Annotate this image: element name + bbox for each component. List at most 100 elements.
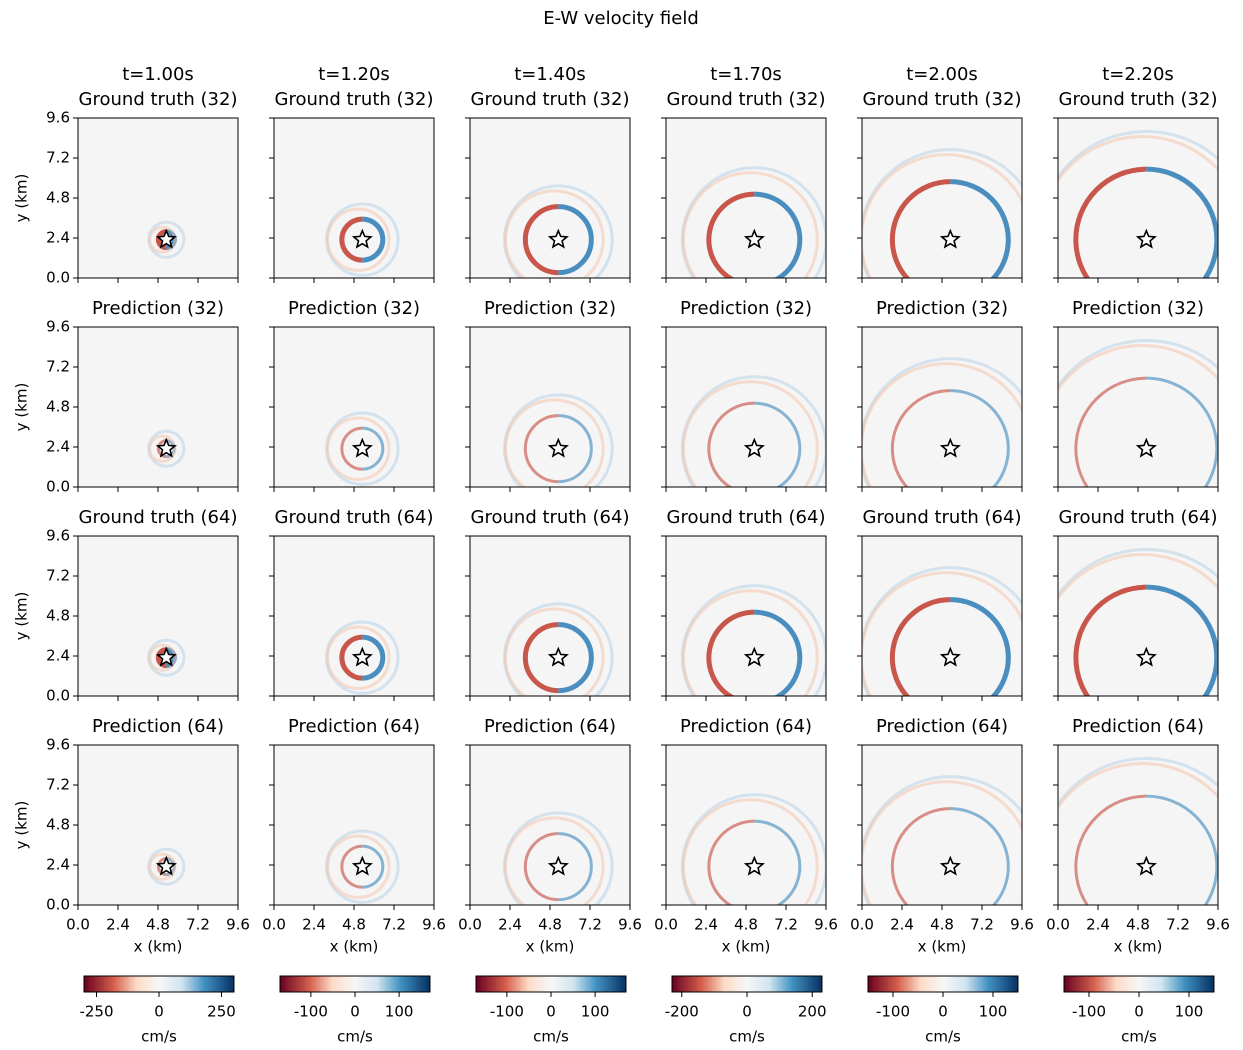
source-star bbox=[351, 855, 373, 876]
wave-blue bbox=[950, 597, 1011, 696]
wave-outer2 bbox=[148, 434, 177, 463]
panel-title: Prediction (64) bbox=[680, 716, 812, 737]
heatmap bbox=[1058, 745, 1218, 905]
heatmap bbox=[78, 745, 238, 905]
x-label: x (km) bbox=[918, 938, 967, 956]
wave-red bbox=[156, 857, 167, 877]
y-tick-label: 4.8 bbox=[46, 189, 70, 207]
wave-blue bbox=[1146, 376, 1218, 487]
heatmap-bg bbox=[862, 327, 1022, 487]
y-tick-label: 9.6 bbox=[46, 109, 70, 127]
figure-title: E-W velocity field bbox=[543, 8, 699, 29]
colorbar-tick-label: 200 bbox=[798, 1003, 827, 1021]
panel-title: Prediction (64) bbox=[92, 716, 224, 737]
panel-title: Ground truth (64) bbox=[79, 507, 238, 528]
colorbar-tick-label: 100 bbox=[581, 1003, 610, 1021]
wave-red bbox=[340, 426, 363, 471]
y-tick-label: 7.2 bbox=[46, 776, 70, 794]
wave-red bbox=[1074, 794, 1147, 905]
x-tick-label: 4.8 bbox=[930, 916, 954, 934]
wave-red bbox=[890, 807, 951, 905]
panel-title: Prediction (32) bbox=[680, 298, 812, 319]
x-tick-label: 0.0 bbox=[262, 916, 286, 934]
y-tick-label: 9.6 bbox=[46, 318, 70, 336]
wave-blue bbox=[1146, 584, 1218, 696]
x-tick-label: 2.4 bbox=[890, 916, 914, 934]
panel-title: Ground truth (32) bbox=[1059, 89, 1218, 110]
x-label: x (km) bbox=[526, 938, 575, 956]
heatmap-bg bbox=[862, 536, 1022, 696]
x-tick-label: 4.8 bbox=[538, 916, 562, 934]
heatmap-bg bbox=[274, 327, 434, 487]
x-label: x (km) bbox=[722, 938, 771, 956]
wave-blue bbox=[362, 634, 386, 681]
x-tick-label: 9.6 bbox=[618, 916, 642, 934]
y-tick-label: 0.0 bbox=[46, 687, 70, 705]
wave-outer2 bbox=[862, 153, 1022, 278]
wave-outer2 bbox=[326, 416, 391, 481]
colorbar-tick-label: 0 bbox=[546, 1003, 556, 1021]
panel-title: Prediction (32) bbox=[484, 298, 616, 319]
source-star bbox=[351, 437, 373, 458]
panel-title: Ground truth (32) bbox=[863, 89, 1022, 110]
wave-red bbox=[1073, 166, 1147, 278]
colorbar-tick-label: 0 bbox=[350, 1003, 360, 1021]
wave-outer2 bbox=[862, 780, 1022, 905]
colorbar bbox=[671, 975, 823, 993]
heatmap bbox=[1058, 118, 1218, 278]
heatmap bbox=[470, 327, 630, 487]
wave-outer2 bbox=[503, 816, 605, 905]
wave-red bbox=[522, 204, 559, 276]
x-tick-label: 9.6 bbox=[814, 916, 838, 934]
source-star bbox=[155, 228, 177, 249]
colorbar-label: cm/s bbox=[337, 1028, 373, 1046]
heatmap bbox=[1058, 327, 1218, 487]
source-star bbox=[743, 228, 765, 249]
source-star bbox=[939, 855, 961, 876]
heatmap bbox=[470, 536, 630, 696]
y-tick-label: 4.8 bbox=[46, 607, 70, 625]
heatmap bbox=[470, 118, 630, 278]
wave-blue bbox=[950, 807, 1010, 905]
wave-red bbox=[339, 216, 363, 263]
source-star bbox=[351, 228, 373, 249]
heatmap bbox=[78, 118, 238, 278]
wave-blue bbox=[754, 819, 802, 905]
colorbar-label: cm/s bbox=[141, 1028, 177, 1046]
wave-blue bbox=[362, 844, 385, 889]
wave-red bbox=[339, 634, 363, 681]
heatmap bbox=[862, 118, 1022, 278]
colorbar-tick-label: 250 bbox=[207, 1003, 236, 1021]
wave-red bbox=[706, 191, 755, 278]
y-tick-label: 2.4 bbox=[46, 229, 70, 247]
heatmap-bg bbox=[274, 745, 434, 905]
y-label: y (km) bbox=[13, 383, 31, 432]
heatmap bbox=[862, 327, 1022, 487]
panel-title: Prediction (64) bbox=[288, 716, 420, 737]
wave-blue bbox=[558, 414, 593, 484]
x-tick-label: 7.2 bbox=[970, 916, 994, 934]
x-tick-label: 4.8 bbox=[1126, 916, 1150, 934]
heatmap bbox=[274, 327, 434, 487]
wave-outer2 bbox=[503, 607, 605, 696]
wave-outer2 bbox=[503, 398, 605, 487]
source-star bbox=[547, 437, 569, 458]
heatmap bbox=[1058, 536, 1218, 696]
wave-red bbox=[890, 389, 951, 487]
x-tick-label: 2.4 bbox=[302, 916, 326, 934]
y-tick-label: 2.4 bbox=[46, 647, 70, 665]
panel-title: Ground truth (32) bbox=[667, 89, 826, 110]
wave-red bbox=[523, 832, 559, 902]
x-tick-label: 9.6 bbox=[226, 916, 250, 934]
colorbar-tick-label: 100 bbox=[979, 1003, 1008, 1021]
wave-outer2 bbox=[326, 625, 391, 690]
source-star bbox=[743, 646, 765, 667]
wave-blue bbox=[558, 622, 594, 694]
wave-blue bbox=[1146, 166, 1218, 278]
source-star bbox=[743, 437, 765, 458]
colorbar-tick-label: -200 bbox=[665, 1003, 699, 1021]
x-tick-label: 9.6 bbox=[1206, 916, 1230, 934]
wave-blue bbox=[754, 401, 802, 487]
wave-blue bbox=[754, 609, 803, 696]
